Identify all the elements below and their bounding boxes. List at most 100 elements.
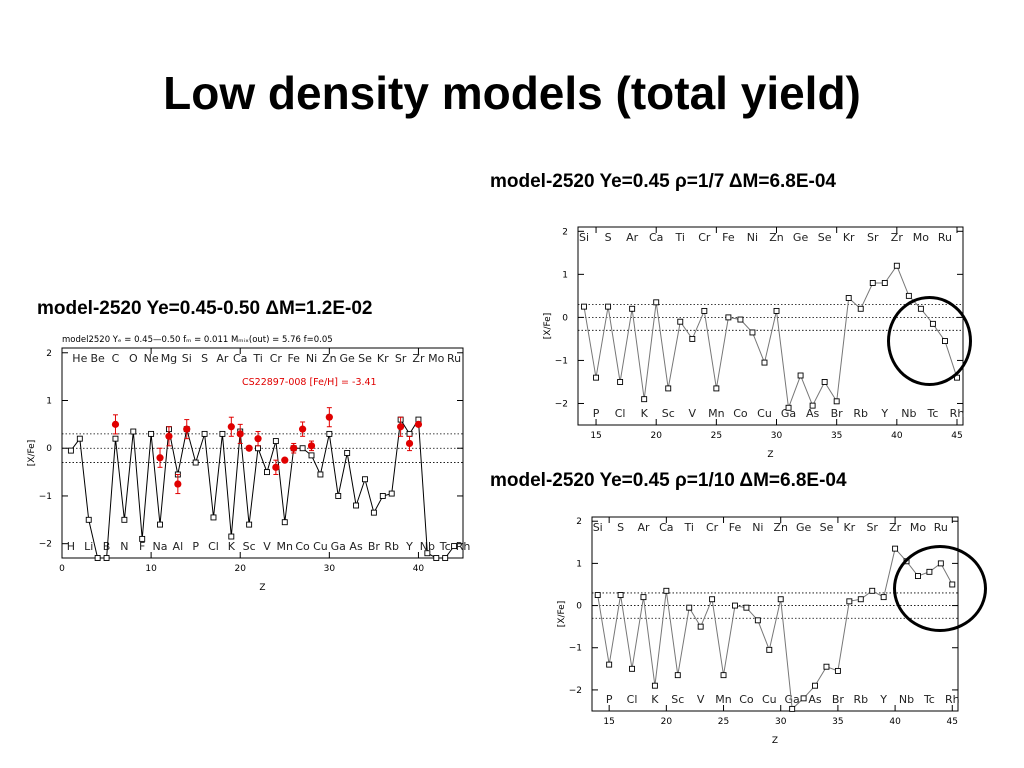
- y-axis-label: [X/Fe]: [557, 601, 567, 627]
- element-label-top: Sr: [866, 521, 878, 534]
- element-label-top: Ti: [684, 521, 694, 534]
- observed-point: [156, 454, 164, 462]
- model-point: [663, 587, 670, 594]
- element-label-top: Mo: [428, 352, 444, 365]
- model-point: [833, 398, 840, 405]
- y-axis-label: [X/Fe]: [27, 440, 37, 466]
- y-tick-label: 1: [46, 397, 52, 407]
- model-point: [85, 516, 92, 523]
- element-label-bottom: Sc: [243, 540, 256, 553]
- element-label-top: Fe: [722, 231, 735, 244]
- model-point: [800, 695, 807, 702]
- element-label-top: Ge: [796, 521, 812, 534]
- model-point: [605, 303, 612, 310]
- model-point: [869, 280, 876, 286]
- model-point: [228, 533, 235, 540]
- model-point: [845, 295, 852, 301]
- element-label-bottom: Sc: [662, 407, 675, 420]
- element-label-top: Ni: [306, 352, 317, 365]
- model-point: [629, 665, 635, 672]
- element-label-bottom: F: [139, 540, 145, 553]
- element-label-top: Ni: [752, 521, 763, 534]
- element-label-bottom: Rb: [853, 407, 868, 420]
- element-label-bottom: Nb: [901, 407, 916, 420]
- element-label-top: S: [617, 521, 624, 534]
- observed-point: [254, 435, 262, 443]
- element-label-top: Zn: [773, 521, 788, 534]
- element-label-top: Si: [579, 231, 589, 244]
- element-label-top: He: [72, 352, 87, 365]
- model-point: [749, 329, 756, 336]
- x-tick-label: 25: [711, 431, 722, 441]
- y-tick-label: 2: [46, 349, 52, 359]
- model-point: [388, 490, 395, 497]
- element-label-top: Se: [820, 521, 834, 534]
- chart-header: model2520 Yₑ = 0.45—0.50 fₘ = 0.011 Mₘᵢₓ…: [62, 335, 333, 345]
- x-tick-label: 45: [947, 717, 958, 727]
- element-label-top: Ar: [637, 521, 650, 534]
- element-label-bottom: Na: [153, 540, 168, 553]
- observed-point: [245, 444, 253, 452]
- model-point: [424, 550, 431, 557]
- element-label-bottom: Rb: [853, 693, 868, 706]
- model-point: [112, 435, 119, 442]
- element-label-top: Zn: [769, 231, 784, 244]
- x-tick-label: 30: [324, 564, 336, 574]
- model-point: [677, 318, 684, 325]
- model-point: [94, 555, 101, 561]
- element-label-bottom: Tc: [923, 693, 935, 706]
- element-label-bottom: P: [192, 540, 199, 553]
- y-tick-label: −1: [569, 644, 582, 654]
- model-point: [674, 672, 681, 679]
- element-label-bottom: K: [228, 540, 236, 553]
- element-label-top: O: [129, 352, 138, 365]
- element-label-top: Ar: [216, 352, 229, 365]
- model-point: [821, 379, 828, 385]
- observed-point: [111, 420, 120, 428]
- element-label-top: Fe: [287, 352, 300, 365]
- y-tick-label: 0: [46, 444, 52, 454]
- caption-right-top: model-2520 Ye=0.45 ρ=1/7 ΔM=6.8E-04: [490, 171, 836, 192]
- plot-frame: [61, 347, 464, 559]
- observed-point: [272, 463, 280, 471]
- model-point: [761, 359, 768, 366]
- element-label-top: Ti: [675, 231, 685, 244]
- model-point: [809, 402, 816, 409]
- model-point: [846, 598, 853, 605]
- x-axis-label: Z: [259, 583, 265, 593]
- observed-point: [290, 444, 298, 452]
- element-label-top: Zr: [891, 231, 904, 244]
- element-label-top: S: [605, 231, 612, 244]
- model-point: [766, 646, 773, 653]
- y-tick-label: 1: [576, 559, 582, 569]
- element-label-top: C: [112, 352, 120, 365]
- model-point: [773, 307, 780, 314]
- element-label-top: Se: [818, 231, 832, 244]
- element-label-bottom: Nb: [899, 693, 914, 706]
- element-label-bottom: Y: [880, 407, 888, 420]
- model-point: [892, 545, 899, 552]
- model-line: [597, 547, 953, 710]
- element-label-top: Kr: [843, 231, 855, 244]
- element-label-bottom: Cu: [757, 407, 772, 420]
- element-label-top: Mg: [161, 352, 177, 365]
- x-tick-label: 30: [775, 717, 787, 727]
- element-label-bottom: Tc: [926, 407, 938, 420]
- element-label-bottom: P: [593, 407, 600, 420]
- element-label-bottom: Sc: [671, 693, 684, 706]
- model-point: [442, 555, 449, 561]
- model-point: [67, 447, 74, 454]
- model-point: [732, 602, 738, 609]
- element-label-top: S: [201, 352, 208, 365]
- element-label-bottom: H: [67, 540, 75, 553]
- x-tick-label: 20: [661, 717, 673, 727]
- element-label-bottom: Ga: [331, 540, 346, 553]
- element-label-bottom: Co: [295, 540, 310, 553]
- model-point: [353, 502, 360, 509]
- model-point: [812, 682, 818, 689]
- y-tick-label: −2: [39, 540, 52, 550]
- model-point: [617, 379, 624, 385]
- x-axis-label: Z: [767, 450, 773, 460]
